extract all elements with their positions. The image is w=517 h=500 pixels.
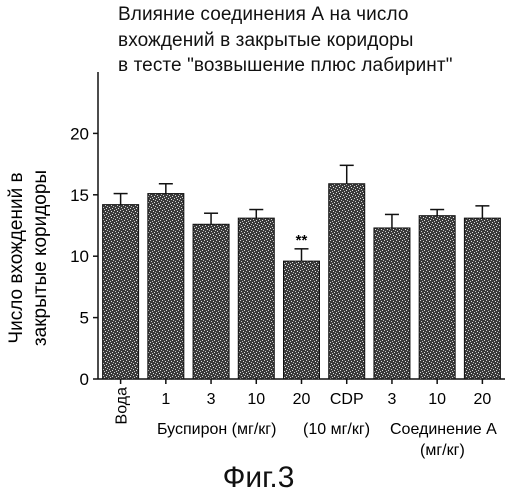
significance-label: ** [296,232,308,249]
figure-caption: Фиг.3 [0,461,517,495]
x-tick-label: 3 [387,391,396,408]
bar [329,184,365,379]
compound-group-label: Соединение А [390,421,497,438]
x-tick-label: 10 [428,391,446,408]
x-tick-label: 1 [161,391,170,408]
x-tick-label: 20 [293,391,311,408]
bar-chart: Число вхождений в закрытые коридоры 0 5 10… [0,0,517,460]
bar [148,194,184,379]
bar [103,205,139,379]
cdp-dose-label: (10 мг/кг) [303,421,370,438]
y-axis-label-line-1: Число вхождений в [6,172,27,343]
bar [284,261,320,379]
y-tick-label: 5 [80,309,89,328]
bar [238,218,274,379]
x-tick-label: 10 [247,391,265,408]
y-tick-label: 10 [70,247,89,266]
bar [464,218,500,379]
y-tick-label: 15 [70,186,89,205]
compound-unit-label: (мг/кг) [420,442,465,459]
bar [374,228,410,379]
buspirone-group-label: Буспирон (мг/кг) [157,421,276,438]
y-axis-label-line-2: закрытые коридоры [30,170,51,346]
x-tick-label: 3 [207,391,216,408]
x-tick-label: 20 [473,391,491,408]
bar [193,224,229,379]
bar [419,216,455,379]
y-tick-label: 0 [80,370,89,389]
x-tick-label: CDP [330,391,364,408]
y-tick-label: 20 [70,124,89,143]
x-tick-label: Вода [114,387,131,425]
